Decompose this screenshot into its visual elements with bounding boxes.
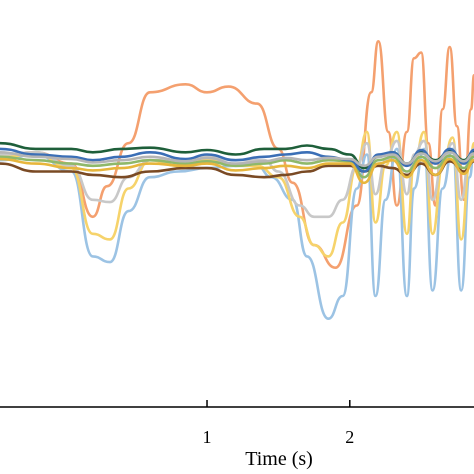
series-line-3 [0, 130, 474, 258]
series-line-2 [0, 147, 474, 320]
series-layer [0, 40, 474, 320]
x-axis-label: Time (s) [245, 448, 313, 470]
series-line-6 [0, 160, 474, 179]
series-line-7 [0, 154, 474, 179]
x-tick-label: 1 [203, 427, 212, 447]
series-line-8 [0, 147, 474, 173]
series-line-10 [0, 151, 474, 168]
x-tick-label: 2 [345, 427, 354, 447]
x-axis: 123 [0, 400, 474, 447]
series-line-9 [0, 157, 474, 185]
